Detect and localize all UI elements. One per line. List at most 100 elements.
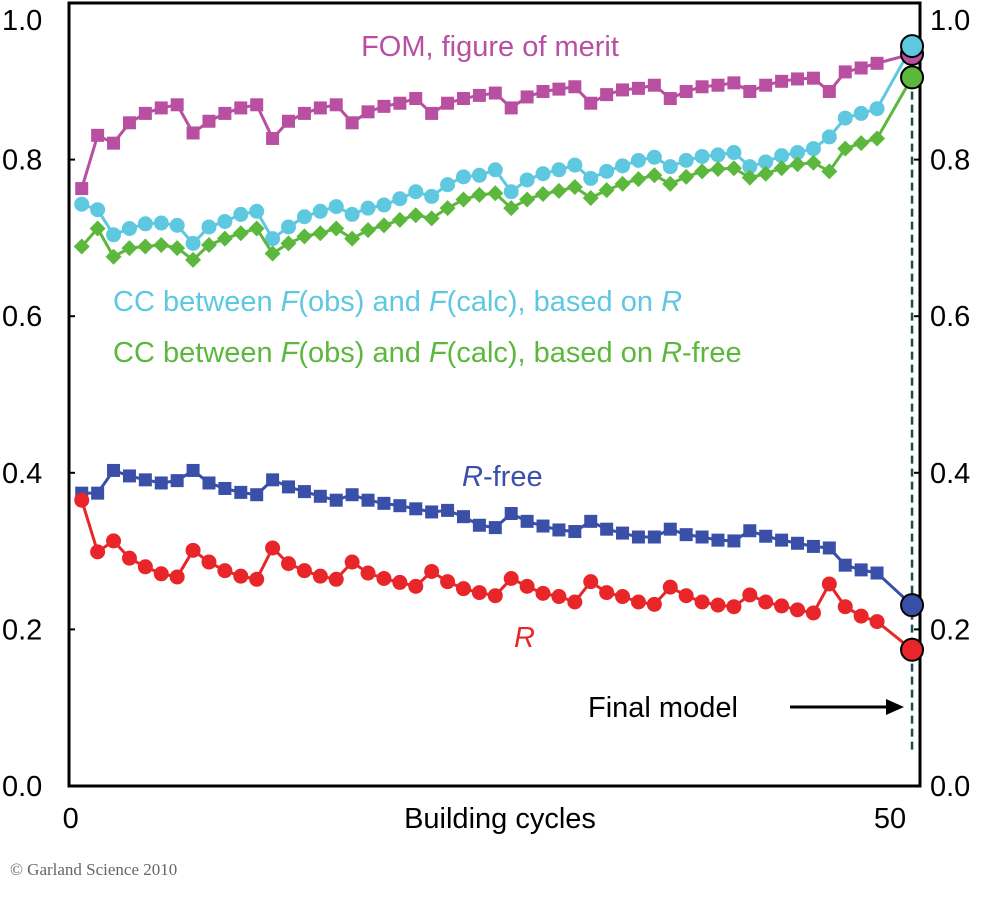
data-point-cc_rfree <box>821 163 838 180</box>
data-point-r <box>487 588 503 604</box>
series-line-r <box>80 499 913 651</box>
data-point-r <box>106 533 122 549</box>
data-point-cc_rfree <box>694 163 711 180</box>
data-point-fom <box>759 78 773 92</box>
series-line-rfree <box>81 468 914 607</box>
final-model-arrow <box>790 699 904 715</box>
data-point-cc_rfree <box>757 165 774 182</box>
data-point-fom <box>122 116 136 130</box>
data-point-cc_rfree <box>232 225 249 242</box>
data-point-fom <box>870 56 884 70</box>
data-point-fom <box>568 80 582 94</box>
data-point-cc_rfree <box>248 220 265 237</box>
label-segment: (calc), based on <box>447 286 661 318</box>
data-point-fom <box>600 88 614 102</box>
data-point-rfree <box>456 510 470 524</box>
data-point-cc_rfree <box>582 189 599 206</box>
label-segment: (obs) and <box>298 337 429 369</box>
data-point-fom <box>472 88 486 102</box>
data-point-r <box>726 599 742 615</box>
data-point-rfree <box>154 476 168 490</box>
label-segment: (obs) and <box>298 286 429 318</box>
data-point-rfree <box>202 476 216 490</box>
data-point-r <box>74 492 90 508</box>
data-point-fom <box>266 131 280 145</box>
data-point-cc_r <box>106 227 122 243</box>
data-point-r <box>440 574 456 590</box>
data-point-fom <box>250 98 264 112</box>
data-point-r <box>328 571 344 587</box>
data-point-r <box>408 578 424 594</box>
data-point-cc_rfree <box>169 240 186 257</box>
data-point-rfree <box>329 493 343 507</box>
data-point-r <box>503 571 519 587</box>
data-point-r <box>153 566 169 582</box>
data-point-cc_rfree <box>614 175 631 192</box>
data-point-cc_rfree <box>805 154 822 171</box>
data-point-cc_rfree <box>535 186 552 203</box>
data-point-r <box>249 571 265 587</box>
data-point-cc_rfree <box>264 245 281 262</box>
data-point-cc_r <box>137 216 153 232</box>
label-segment: F <box>281 286 301 318</box>
y-tick-label-right: 0.0 <box>930 771 970 803</box>
data-point-r <box>392 574 408 590</box>
label-segment: F <box>429 337 449 369</box>
data-point-cc_rfree <box>566 179 583 196</box>
data-point-fom <box>647 78 661 92</box>
data-point-cc_r <box>821 129 837 145</box>
data-point-fom <box>377 99 391 113</box>
data-point-fom <box>456 92 470 106</box>
data-point-rfree <box>663 522 677 536</box>
data-point-cc_r <box>455 169 471 185</box>
data-point-r <box>742 587 758 603</box>
data-point-fom <box>520 90 534 104</box>
data-point-r <box>599 585 615 601</box>
data-point-cc_r <box>630 152 646 168</box>
data-point-cc_r <box>790 145 806 161</box>
data-point-cc_rfree <box>89 220 106 237</box>
label-segment: R <box>462 461 483 493</box>
data-point-cc_r <box>726 145 742 161</box>
data-point-cc_r <box>265 231 281 247</box>
data-point-cc_rfree <box>550 182 567 199</box>
data-point-r <box>455 581 471 597</box>
data-point-cc_r <box>758 154 774 170</box>
data-point-cc_rfree <box>630 171 647 188</box>
data-point-cc_r <box>74 196 90 212</box>
data-point-cc_r <box>583 170 599 186</box>
data-point-rfree <box>552 523 566 537</box>
data-point-cc_r <box>567 157 583 173</box>
data-point-cc_rfree <box>375 217 392 234</box>
data-point-cc_rfree <box>328 220 345 237</box>
data-point-cc_r <box>710 147 726 163</box>
data-point-fom <box>361 105 375 119</box>
data-point-r <box>471 585 487 601</box>
data-point-cc_rfree <box>423 210 440 227</box>
data-point-r <box>344 554 360 570</box>
data-point-cc_r <box>662 159 678 175</box>
data-point-rfree <box>297 485 311 499</box>
data-point-fom <box>75 182 89 196</box>
data-point-rfree <box>122 469 136 483</box>
data-point-r <box>758 594 774 610</box>
data-point-cc_rfree <box>678 168 695 185</box>
y-tick-label: 0.8 <box>2 145 42 177</box>
data-point-cc_rfree <box>153 236 170 253</box>
data-point-cc_rfree <box>646 167 663 184</box>
fom-label: FOM, figure of merit <box>361 31 619 63</box>
final-point-r <box>900 637 925 662</box>
data-point-fom <box>91 128 105 142</box>
data-point-cc_r <box>615 158 631 174</box>
final-model-label: Final model <box>588 692 738 724</box>
data-point-rfree <box>600 522 614 536</box>
series-layer <box>73 34 925 662</box>
data-point-fom <box>679 84 693 98</box>
data-point-fom <box>663 92 677 106</box>
data-point-cc_r <box>169 217 185 233</box>
data-point-r <box>869 614 885 630</box>
data-point-fom <box>170 98 184 112</box>
data-point-fom <box>234 101 248 115</box>
data-point-cc_r <box>296 209 312 225</box>
data-point-fom <box>552 82 566 96</box>
